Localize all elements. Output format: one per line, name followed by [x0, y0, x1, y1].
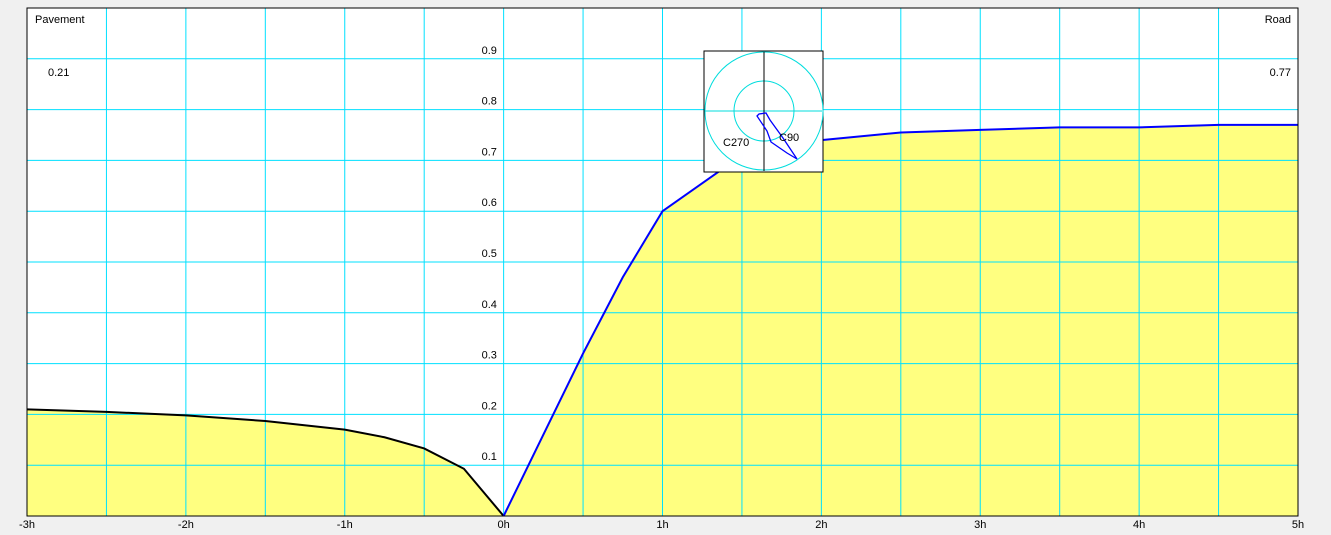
plot-frame — [26, 7, 1299, 517]
x-tick-label: -1h — [337, 519, 353, 531]
gridlines — [27, 8, 1298, 516]
inset-label-right: C90 — [779, 132, 799, 144]
y-tick-label: 0.5 — [482, 248, 497, 260]
y-tick-label: 0.2 — [482, 400, 497, 412]
x-tick-label: 3h — [974, 519, 986, 531]
right-corner-value: 0.77 — [1270, 67, 1291, 79]
x-tick-label: 0h — [498, 519, 510, 531]
x-tick-label: 5h — [1292, 519, 1304, 531]
y-tick-label: 0.8 — [482, 96, 497, 108]
x-tick-label: 4h — [1133, 519, 1145, 531]
x-tick-label: -3h — [19, 519, 35, 531]
y-tick-label: 0.9 — [482, 45, 497, 57]
x-tick-label: 1h — [656, 519, 668, 531]
y-tick-label: 0.1 — [482, 451, 497, 463]
x-tick-labels: -3h -2h -1h 0h 1h 2h 3h 4h 5h — [19, 519, 1304, 531]
y-tick-label: 0.7 — [482, 146, 497, 158]
y-tick-labels: 0.1 0.2 0.3 0.4 0.5 0.6 0.7 0.8 0.9 — [482, 45, 497, 463]
y-tick-label: 0.6 — [482, 197, 497, 209]
inset-direction-shape — [756, 112, 798, 160]
x-tick-label: 2h — [815, 519, 827, 531]
x-tick-label: -2h — [178, 519, 194, 531]
y-tick-label: 0.3 — [482, 350, 497, 362]
y-tick-label: 0.4 — [482, 299, 497, 311]
inset-label-left: C270 — [723, 137, 749, 149]
left-corner-title: Pavement — [35, 14, 85, 26]
right-corner-title: Road — [1265, 14, 1291, 26]
direction-inset: C270 C90 — [703, 50, 824, 173]
left-corner-value: 0.21 — [48, 67, 69, 79]
series-line-0 — [26, 408, 505, 517]
